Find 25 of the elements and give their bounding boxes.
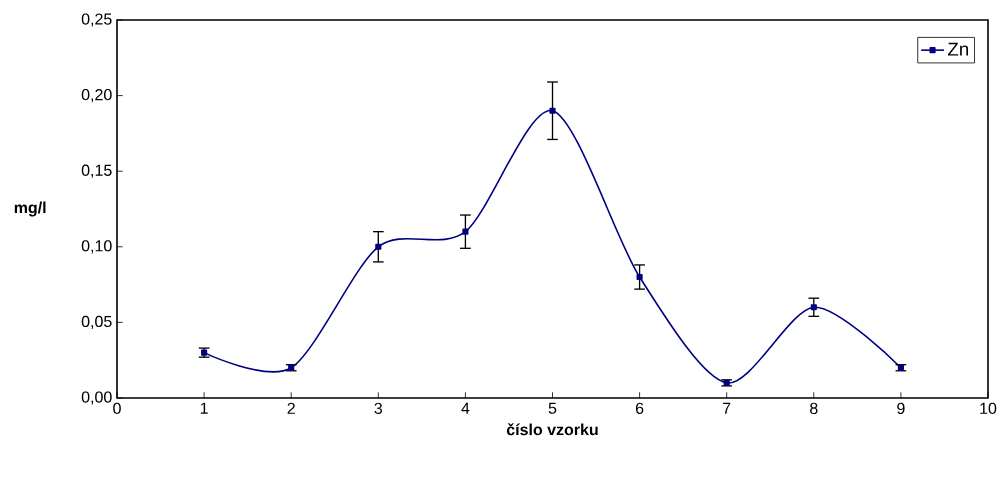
x-tick-label: 3: [374, 402, 383, 415]
x-tick-label: 8: [810, 402, 818, 415]
point: [549, 107, 556, 114]
point: [462, 228, 469, 235]
y-axis-title: mg/l: [14, 201, 46, 217]
x-tick-label: 1: [200, 402, 208, 414]
y-tick-label: 0,15: [81, 164, 112, 178]
point: [636, 273, 643, 281]
y-tick-label: 0,10: [81, 240, 112, 254]
x-tick-label: 6: [635, 402, 644, 415]
x-axis-title: číslo vzorku: [506, 423, 598, 436]
x-tick-label: 5: [548, 402, 557, 414]
x-tick-label: 10: [980, 402, 997, 415]
point: [810, 304, 817, 311]
x-tick-label: 2: [287, 402, 295, 414]
y-tick-label: 0,05: [81, 315, 112, 329]
y-tick-label: 0,00: [81, 391, 112, 405]
x-tick-label: 0: [113, 402, 121, 415]
x-tick-label: 9: [897, 402, 905, 415]
x-tick-label: 4: [461, 402, 470, 414]
legend-label: Zn: [948, 42, 968, 56]
y-tick-label: 0,20: [81, 88, 112, 103]
y-tick-label: 0,25: [81, 13, 112, 27]
point: [375, 243, 382, 250]
x-tick-label: 7: [723, 402, 731, 414]
